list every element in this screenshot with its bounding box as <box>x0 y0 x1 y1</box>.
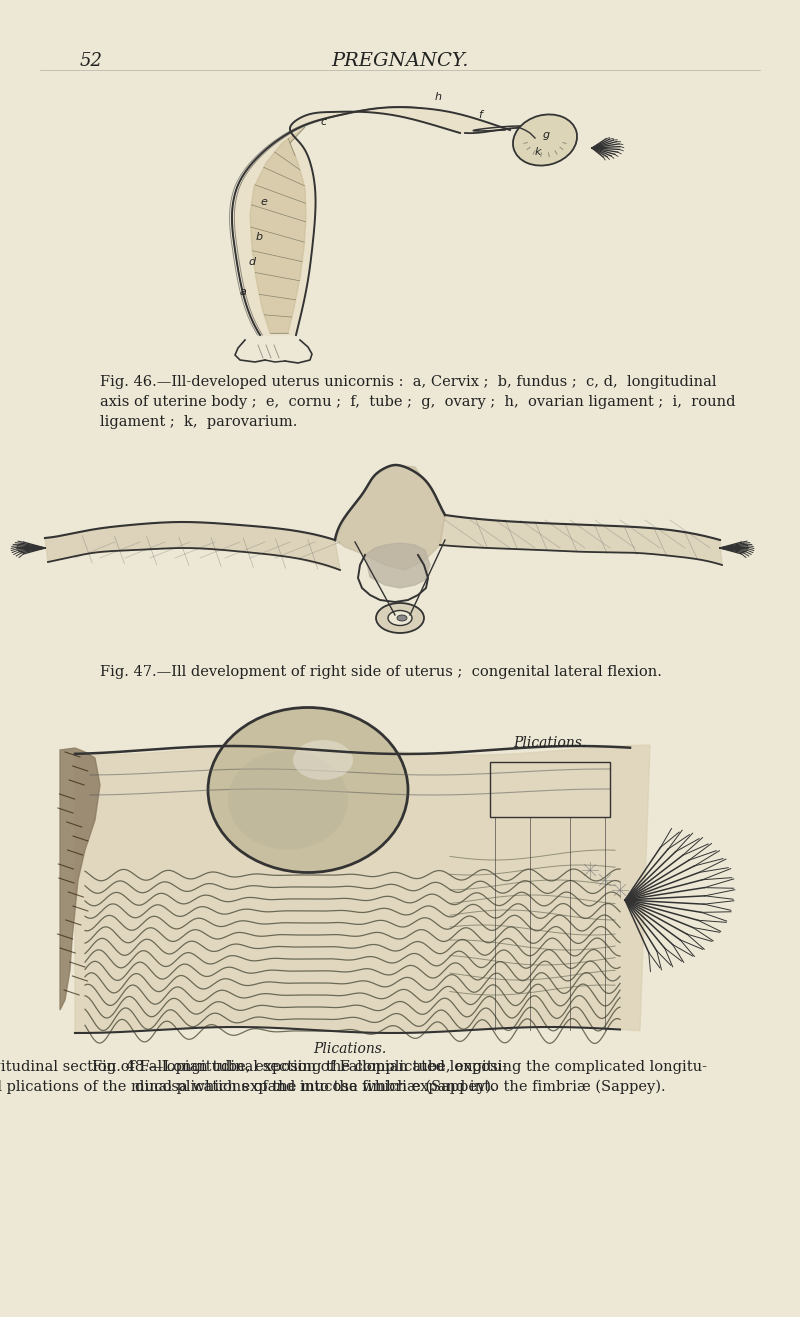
Polygon shape <box>60 748 100 1010</box>
Polygon shape <box>250 126 306 333</box>
Polygon shape <box>75 745 650 1033</box>
Text: h: h <box>435 92 442 101</box>
Text: Fig. 48.—Longitudinal section of Fallopian tube, exposing the complicated longit: Fig. 48.—Longitudinal section of Fallopi… <box>93 1060 707 1073</box>
Text: Fig. 47.—Ill development of right side of uterus ;  congenital lateral flexion.: Fig. 47.—Ill development of right side o… <box>100 665 662 680</box>
Polygon shape <box>440 515 722 565</box>
Ellipse shape <box>397 615 407 622</box>
Text: dinal plications of the mucosa which expand into the fimbriæ (Sappey).: dinal plications of the mucosa which exp… <box>134 1080 666 1094</box>
Bar <box>490 763 610 817</box>
Polygon shape <box>365 543 430 587</box>
Text: c: c <box>320 117 326 126</box>
Text: axis of uterine body ;  e,  cornu ;  f,  tube ;  g,  ovary ;  h,  ovarian ligame: axis of uterine body ; e, cornu ; f, tub… <box>100 395 735 410</box>
Text: ligament ;  k,  parovarium.: ligament ; k, parovarium. <box>100 415 298 429</box>
Text: b: b <box>256 232 263 242</box>
Text: f: f <box>478 111 482 120</box>
Polygon shape <box>335 465 445 570</box>
Ellipse shape <box>228 751 348 849</box>
Ellipse shape <box>388 611 412 626</box>
Text: g: g <box>543 130 550 140</box>
Text: Fig. 46.—Ill-developed uterus unicornis :  a, Cervix ;  b, fundus ;  c, d,  long: Fig. 46.—Ill-developed uterus unicornis … <box>100 375 717 389</box>
Text: e: e <box>260 198 267 207</box>
Ellipse shape <box>376 603 424 633</box>
Text: a: a <box>240 287 247 298</box>
Ellipse shape <box>293 740 353 780</box>
Text: 52: 52 <box>80 51 103 70</box>
Polygon shape <box>45 522 340 570</box>
Text: PREGNANCY.: PREGNANCY. <box>331 51 469 70</box>
Polygon shape <box>232 108 510 335</box>
Ellipse shape <box>513 115 577 166</box>
Text: Plications.: Plications. <box>514 736 586 749</box>
Text: dinal plications of the mucosa which expand into the fimbriæ (Sappey).: dinal plications of the mucosa which exp… <box>0 1080 495 1094</box>
Ellipse shape <box>208 707 408 872</box>
Text: k: k <box>535 148 542 157</box>
Text: Fig. 48.—Longitudinal section of Fallopian tube, exposing the complicated longit: Fig. 48.—Longitudinal section of Fallopi… <box>0 1060 507 1073</box>
Text: d: d <box>248 257 255 267</box>
Text: Plications.: Plications. <box>314 1042 386 1056</box>
